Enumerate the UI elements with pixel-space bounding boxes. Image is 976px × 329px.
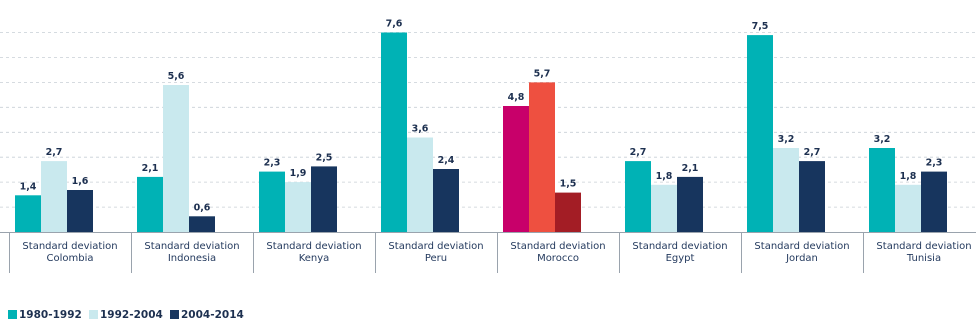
- value-label: 3,2: [874, 134, 891, 145]
- tick-label: Peru: [425, 253, 447, 264]
- tick-label: Standard deviation: [876, 241, 971, 252]
- bar-2004-2014-tunisia: [921, 171, 947, 232]
- value-label: 2,7: [630, 147, 647, 158]
- tick-label: Tunisia: [906, 253, 941, 264]
- value-label: 0,6: [194, 202, 211, 213]
- value-label: 2,3: [926, 158, 943, 169]
- bar-1992-2004-jordan: [773, 148, 799, 232]
- tick-label: Egypt: [666, 253, 695, 264]
- value-label: 2,3: [264, 158, 281, 169]
- bar-2004-2014-morocco: [555, 192, 581, 232]
- tick-label: Jordan: [785, 253, 818, 264]
- value-label: 1,9: [290, 168, 307, 179]
- bar-1980-1992-colombia: [15, 195, 41, 233]
- value-label: 5,7: [534, 68, 551, 79]
- bar-1980-1992-jordan: [747, 35, 773, 232]
- value-label: 5,6: [168, 71, 185, 82]
- bar-1992-2004-tunisia: [895, 184, 921, 233]
- bar-1992-2004-egypt: [651, 184, 677, 233]
- legend-label: 1980-1992: [19, 309, 82, 321]
- tick-label: Standard deviation: [266, 241, 361, 252]
- legend-swatch: [8, 310, 17, 319]
- value-label: 2,4: [438, 155, 455, 166]
- bar-2004-2014-egypt: [677, 176, 703, 232]
- bar-1980-1992-indonesia: [137, 176, 163, 232]
- value-label: 2,1: [142, 163, 159, 174]
- bar-1980-1992-kenya: [259, 171, 285, 232]
- value-label: 2,7: [804, 147, 821, 158]
- tick-label: Standard deviation: [144, 241, 239, 252]
- value-label: 1,8: [900, 171, 917, 182]
- bar-1992-2004-peru: [407, 137, 433, 232]
- legend: 1980-1992 1992-2004 2004-2014: [8, 309, 244, 321]
- tick-label: Morocco: [537, 253, 579, 264]
- value-labels: 1,4 2,7 1,6 2,1 5,6 0,6 2,3 1,9 2,5 7,6 3,6 2,4 4,8 5…: [20, 19, 943, 214]
- bar-1980-1992-morocco: [503, 106, 529, 232]
- legend-swatch: [89, 310, 98, 319]
- bar-2004-2014-peru: [433, 169, 459, 232]
- value-label: 2,7: [46, 147, 63, 158]
- bar-2004-2014-indonesia: [189, 216, 215, 233]
- value-label: 2,1: [682, 163, 699, 174]
- bar-1992-2004-colombia: [41, 161, 67, 232]
- tick-label: Standard deviation: [754, 241, 849, 252]
- tick-label: Indonesia: [168, 253, 216, 264]
- value-label: 3,2: [778, 134, 795, 145]
- bars: [15, 32, 947, 233]
- value-label: 3,6: [412, 124, 429, 135]
- tick-label: Standard deviation: [388, 241, 483, 252]
- bar-1992-2004-indonesia: [163, 85, 189, 232]
- value-label: 7,6: [386, 19, 403, 30]
- value-label: 1,6: [72, 176, 89, 187]
- legend-label: 2004-2014: [181, 309, 244, 321]
- value-label: 4,8: [508, 92, 525, 103]
- tick-label: Standard deviation: [632, 241, 727, 252]
- bar-1980-1992-egypt: [625, 161, 651, 232]
- bar-2004-2014-colombia: [67, 190, 93, 232]
- legend-label: 1992-2004: [100, 309, 163, 321]
- tick-label: Kenya: [299, 253, 330, 264]
- bar-1992-2004-morocco: [529, 82, 555, 233]
- legend-swatch: [170, 310, 179, 319]
- value-label: 7,5: [752, 21, 769, 32]
- bar-1980-1992-peru: [381, 32, 407, 232]
- bar-1980-1992-tunisia: [869, 148, 895, 232]
- value-label: 1,5: [560, 179, 577, 190]
- bar-2004-2014-kenya: [311, 166, 337, 232]
- value-label: 1,4: [20, 181, 37, 192]
- bar-1992-2004-kenya: [285, 182, 311, 232]
- value-label: 2,5: [316, 152, 333, 163]
- tick-label: Standard deviation: [510, 241, 605, 252]
- tick-label: Colombia: [47, 253, 94, 264]
- value-label: 1,8: [656, 171, 673, 182]
- tick-label: Standard deviation: [22, 241, 117, 252]
- bar-2004-2014-jordan: [799, 161, 825, 232]
